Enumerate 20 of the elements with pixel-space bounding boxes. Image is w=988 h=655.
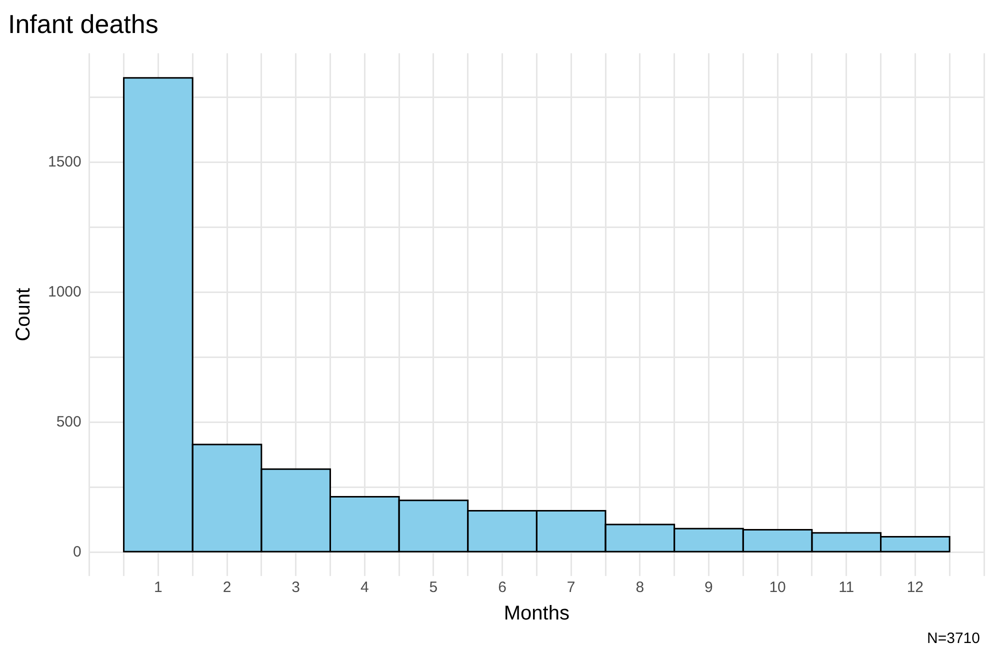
x-tick-label: 10 <box>769 579 786 596</box>
y-tick-label: 1500 <box>48 154 82 171</box>
x-tick-label: 6 <box>498 579 506 596</box>
y-tick-label: 500 <box>56 414 82 430</box>
x-tick-label: 2 <box>222 579 232 596</box>
y-axis-title: Count <box>12 287 35 342</box>
x-tick-label: 5 <box>429 579 438 596</box>
chart-title: Infant deaths <box>8 8 158 39</box>
x-tick-label: 3 <box>292 579 300 596</box>
x-tick-label: 9 <box>704 579 713 596</box>
x-tick-label: 4 <box>360 579 369 596</box>
x-tick-label: 11 <box>838 579 854 596</box>
x-axis-title: Months <box>504 602 570 625</box>
x-tick-label: 12 <box>906 579 924 596</box>
x-tick-label: 1 <box>154 579 162 596</box>
y-tick-label: 1000 <box>48 284 82 301</box>
x-tick-label: 8 <box>636 579 644 596</box>
x-tick-label: 7 <box>566 579 576 596</box>
y-tick-label: 0 <box>73 543 82 560</box>
text: N=3710 <box>927 630 980 647</box>
